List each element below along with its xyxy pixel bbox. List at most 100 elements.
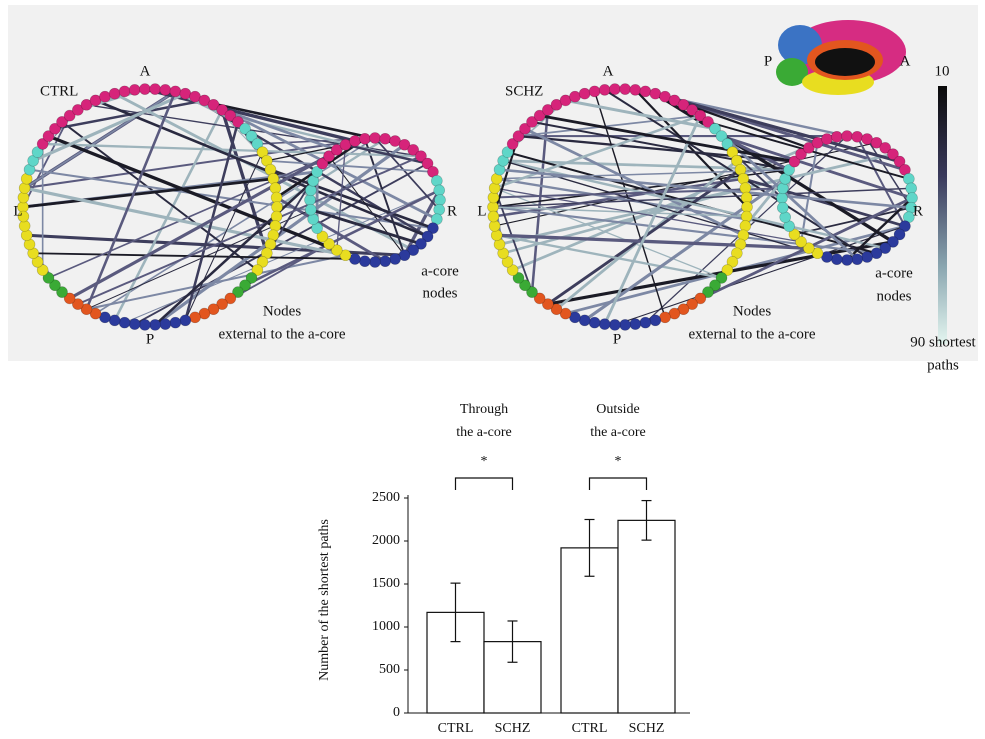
colorbar bbox=[938, 86, 947, 344]
network-node bbox=[109, 88, 120, 99]
network-node bbox=[579, 88, 590, 99]
network-node bbox=[569, 91, 580, 102]
x-tick-label: CTRL bbox=[572, 721, 608, 736]
network-node bbox=[434, 185, 445, 196]
network-node bbox=[370, 257, 381, 268]
x-tick-label: CTRL bbox=[438, 721, 474, 736]
network-node bbox=[119, 317, 130, 328]
network-node bbox=[380, 256, 391, 267]
network-node bbox=[390, 253, 401, 264]
direction-label: R bbox=[447, 203, 457, 219]
y-tick-label: 1500 bbox=[372, 576, 400, 591]
network-node bbox=[831, 131, 842, 142]
external-label: external to the a-core bbox=[218, 326, 345, 342]
group-label: the a-core bbox=[590, 425, 646, 440]
direction-label: A bbox=[140, 63, 151, 79]
network-node bbox=[359, 133, 370, 144]
network-node bbox=[99, 91, 110, 102]
x-tick-label: SCHZ bbox=[629, 721, 665, 736]
network-node bbox=[129, 84, 140, 95]
significance-bracket bbox=[590, 478, 647, 490]
network-node bbox=[488, 211, 499, 222]
network-node bbox=[907, 193, 918, 204]
network-node bbox=[842, 255, 853, 266]
network-node bbox=[650, 315, 661, 326]
network-node bbox=[160, 84, 171, 95]
core-label: a-core bbox=[421, 263, 459, 279]
network-node bbox=[660, 312, 671, 323]
network-node bbox=[129, 319, 140, 330]
significance-marker: * bbox=[615, 454, 622, 469]
y-tick-label: 0 bbox=[393, 705, 400, 720]
y-tick-label: 2000 bbox=[372, 533, 400, 548]
network-node bbox=[170, 317, 181, 328]
network-node bbox=[180, 88, 191, 99]
network-node bbox=[906, 183, 917, 194]
network-node bbox=[831, 254, 842, 265]
network-node bbox=[305, 204, 316, 215]
brain-label: P bbox=[764, 53, 772, 69]
network-node bbox=[370, 133, 381, 144]
network-node bbox=[579, 315, 590, 326]
network-node bbox=[599, 84, 610, 95]
network-node bbox=[777, 193, 788, 204]
network-node bbox=[630, 84, 641, 95]
network-node bbox=[821, 134, 832, 145]
external-label: Nodes bbox=[263, 303, 301, 319]
network-node bbox=[599, 319, 610, 330]
figure: P A 10 90 shortest paths CTRL A L R P a-… bbox=[0, 0, 985, 739]
network-node bbox=[609, 84, 620, 95]
y-tick-label: 2500 bbox=[372, 490, 400, 505]
colorbar-label: paths bbox=[927, 357, 959, 373]
direction-label: R bbox=[913, 203, 923, 219]
group-label: the a-core bbox=[456, 425, 512, 440]
network-title: CTRL bbox=[40, 83, 78, 99]
external-label: external to the a-core bbox=[688, 326, 815, 342]
y-axis-label: Number of the shortest paths bbox=[317, 519, 332, 681]
core-label: nodes bbox=[423, 285, 458, 301]
network-node bbox=[170, 86, 181, 97]
brain-label: A bbox=[900, 53, 911, 69]
network-node bbox=[852, 254, 863, 265]
network-title: SCHZ bbox=[505, 83, 543, 99]
network-node bbox=[190, 312, 201, 323]
y-tick-label: 1000 bbox=[372, 619, 400, 634]
direction-label: L bbox=[477, 203, 486, 219]
network-node bbox=[180, 315, 191, 326]
direction-label: P bbox=[146, 331, 154, 347]
group-label: Through bbox=[460, 402, 508, 417]
group-label: Outside bbox=[596, 402, 640, 417]
network-node bbox=[359, 256, 370, 267]
bar bbox=[618, 520, 675, 713]
direction-label: P bbox=[613, 331, 621, 347]
network-node bbox=[150, 319, 161, 330]
core-label: nodes bbox=[877, 288, 912, 304]
network-node bbox=[620, 319, 631, 330]
network-node bbox=[109, 315, 120, 326]
network-node bbox=[349, 136, 360, 147]
network-node bbox=[630, 319, 641, 330]
network-node bbox=[862, 251, 873, 262]
network-node bbox=[305, 195, 316, 206]
network-node bbox=[650, 88, 661, 99]
network-node bbox=[160, 319, 171, 330]
y-tick-label: 500 bbox=[379, 662, 400, 677]
network-node bbox=[640, 86, 651, 97]
colorbar-label: 10 bbox=[935, 63, 950, 79]
network-node bbox=[852, 131, 863, 142]
network-node bbox=[640, 317, 651, 328]
significance-bracket bbox=[456, 478, 513, 490]
core-label: a-core bbox=[875, 265, 913, 281]
colorbar-label: 90 shortest bbox=[910, 334, 976, 350]
network-node bbox=[139, 319, 150, 330]
network-node bbox=[620, 84, 631, 95]
network-node bbox=[150, 84, 161, 95]
direction-label: A bbox=[603, 63, 614, 79]
external-label: Nodes bbox=[733, 303, 771, 319]
brain-region bbox=[815, 48, 875, 76]
network-node bbox=[609, 319, 620, 330]
network-node bbox=[139, 84, 150, 95]
bar-chart: Number of the shortest paths 0 500 1000 150… bbox=[317, 402, 690, 736]
page: P A 10 90 shortest paths CTRL A L R P a-… bbox=[0, 0, 985, 739]
network-node bbox=[777, 202, 788, 213]
